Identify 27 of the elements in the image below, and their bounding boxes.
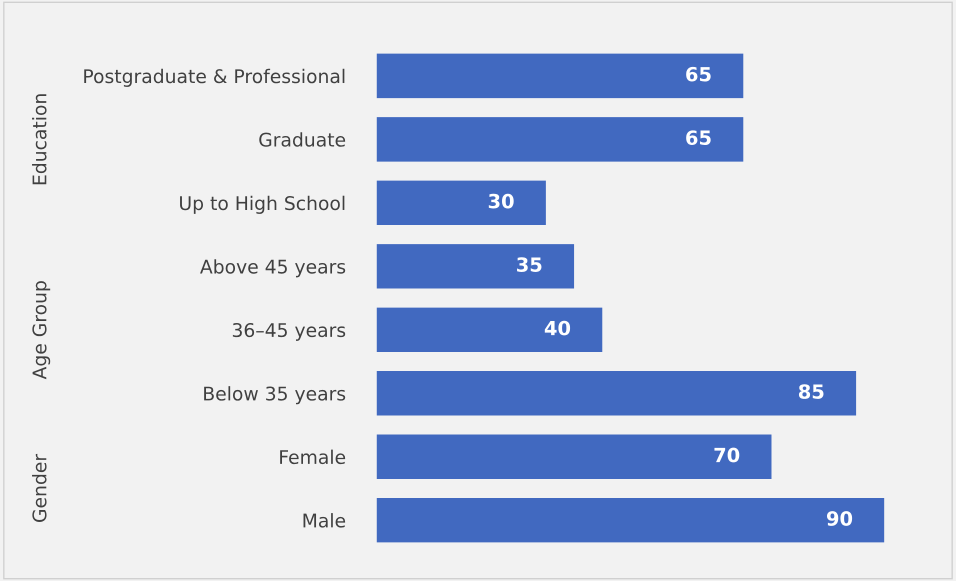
- y-tick-label: Female: [280, 450, 346, 464]
- bar: [376, 371, 856, 416]
- data-label: 90: [826, 511, 852, 526]
- data-label: 40: [544, 320, 570, 336]
- bar: [376, 434, 772, 479]
- y-tick-label: Male: [304, 513, 346, 528]
- text: Age Group: [32, 281, 50, 380]
- data-label: 85: [798, 384, 824, 399]
- bar: [376, 180, 546, 226]
- bar: [376, 54, 744, 98]
- text: Gender: [32, 454, 47, 522]
- y-tick-label: 36–45 years: [232, 323, 346, 341]
- bar: [376, 308, 602, 352]
- data-label: 30: [488, 194, 514, 208]
- data-label: 65: [686, 66, 711, 82]
- bar: [376, 117, 744, 162]
- text: Education: [32, 94, 47, 184]
- data-label: 35: [517, 257, 542, 272]
- data-label: 65: [686, 130, 711, 146]
- y-tick-label: Postgraduate & Professional: [84, 68, 344, 87]
- data-label: 70: [714, 448, 740, 462]
- y-tick-label: Above 45 years: [200, 259, 346, 278]
- bar: [376, 244, 574, 289]
- y-tick-label: Graduate: [259, 132, 346, 147]
- bar: [376, 498, 884, 542]
- y-tick-label: Below 35 years: [204, 386, 346, 404]
- y-tick-label: Up to High School: [180, 196, 344, 214]
